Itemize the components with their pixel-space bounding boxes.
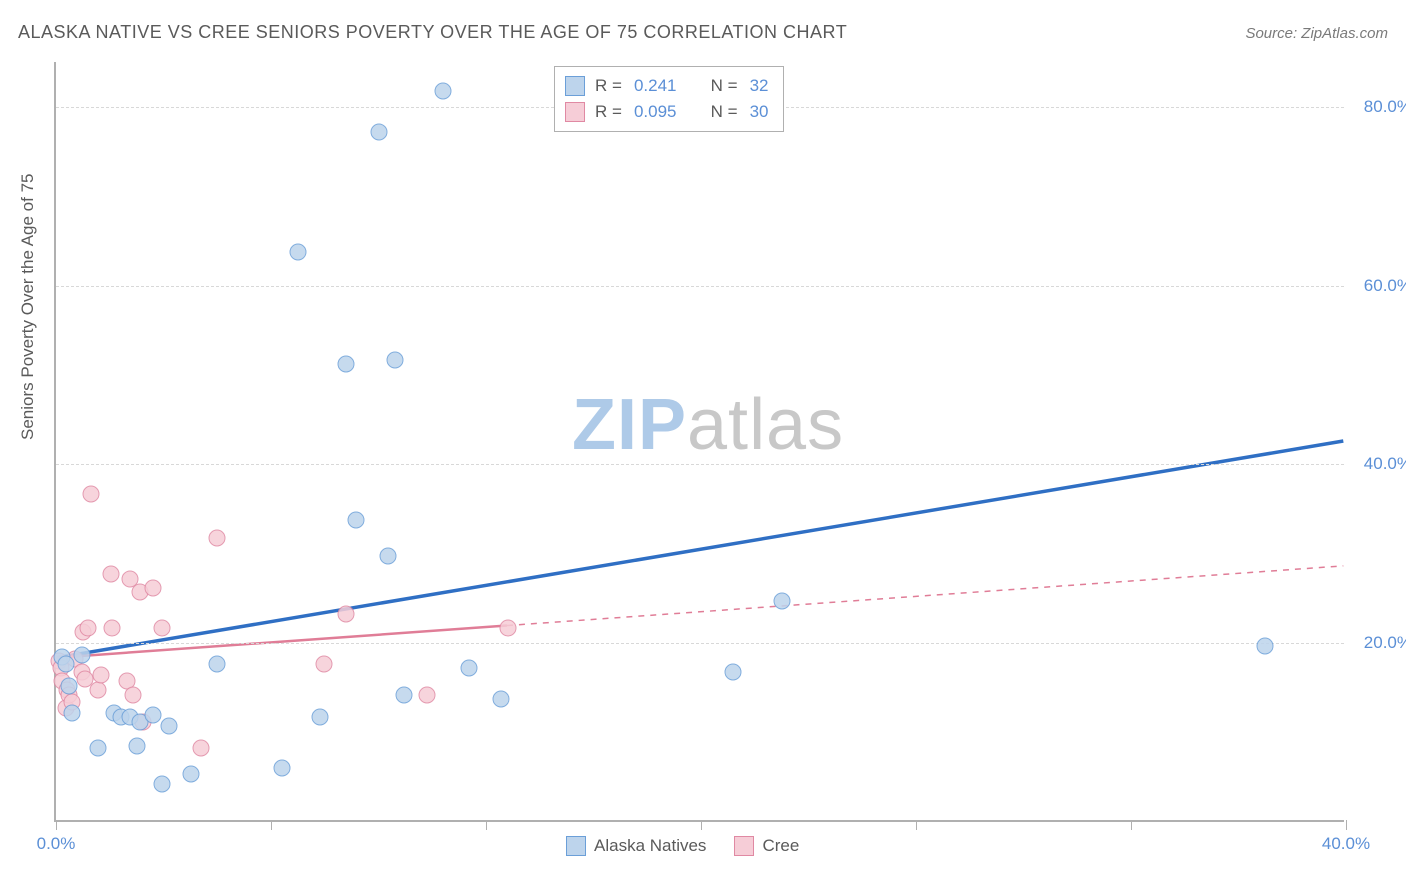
data-point [154,776,171,793]
data-point [183,765,200,782]
x-tick [701,820,702,830]
x-tick [271,820,272,830]
data-point [338,606,355,623]
series-legend: Alaska Natives Cree [566,836,799,856]
data-point [435,83,452,100]
trend-lines-layer [56,62,1344,820]
data-point [460,660,477,677]
gridline-h [56,643,1344,644]
series-legend-item: Cree [734,836,799,856]
data-point [89,682,106,699]
series-legend-label: Alaska Natives [594,836,706,856]
data-point [60,677,77,694]
x-tick [56,820,57,830]
data-point [396,686,413,703]
trend-line-solid [57,626,507,658]
y-tick-label: 40.0% [1352,454,1406,474]
data-point [193,740,210,757]
source-attribution: Source: ZipAtlas.com [1245,25,1388,42]
data-point [73,646,90,663]
data-point [209,530,226,547]
data-point [312,709,329,726]
data-point [154,619,171,636]
data-point [144,579,161,596]
y-tick-label: 20.0% [1352,633,1406,653]
data-point [80,619,97,636]
series-legend-item: Alaska Natives [566,836,706,856]
legend-swatch [734,836,754,856]
y-axis-label: Seniors Poverty Over the Age of 75 [18,174,38,440]
data-point [499,619,516,636]
y-tick-label: 80.0% [1352,97,1406,117]
data-point [57,655,74,672]
data-point [64,704,81,721]
data-point [347,512,364,529]
x-tick-label: 0.0% [37,834,76,854]
x-tick [1346,820,1347,830]
data-point [725,664,742,681]
data-point [89,740,106,757]
data-point [386,351,403,368]
x-tick [486,820,487,830]
data-point [93,667,110,684]
legend-swatch [565,76,585,96]
data-point [289,244,306,261]
plot-box: 20.0%40.0%60.0%80.0%0.0%40.0%ZIPatlasR =… [54,62,1344,822]
data-point [128,737,145,754]
data-point [83,485,100,502]
chart-title: ALASKA NATIVE VS CREE SENIORS POVERTY OV… [18,22,847,43]
correlation-legend-row: R = 0.241 N = 32 [565,73,769,99]
data-point [125,686,142,703]
data-point [102,566,119,583]
gridline-h [56,286,1344,287]
legend-swatch [566,836,586,856]
x-tick [1131,820,1132,830]
data-point [493,691,510,708]
trend-line [57,441,1344,658]
legend-swatch [565,102,585,122]
data-point [104,619,121,636]
data-point [773,592,790,609]
data-point [144,706,161,723]
trend-line-dashed [507,566,1343,626]
data-point [273,760,290,777]
data-point [418,686,435,703]
correlation-legend-row: R = 0.095 N = 30 [565,99,769,125]
series-legend-label: Cree [762,836,799,856]
data-point [160,718,177,735]
gridline-h [56,464,1344,465]
x-tick-label: 40.0% [1322,834,1370,854]
x-tick [916,820,917,830]
correlation-legend: R = 0.241 N = 32R = 0.095 N = 30 [554,66,784,132]
chart-area: 20.0%40.0%60.0%80.0%0.0%40.0%ZIPatlasR =… [54,62,1344,822]
y-tick-label: 60.0% [1352,276,1406,296]
data-point [1257,637,1274,654]
data-point [209,655,226,672]
data-point [370,123,387,140]
data-point [315,655,332,672]
data-point [338,356,355,373]
data-point [380,548,397,565]
